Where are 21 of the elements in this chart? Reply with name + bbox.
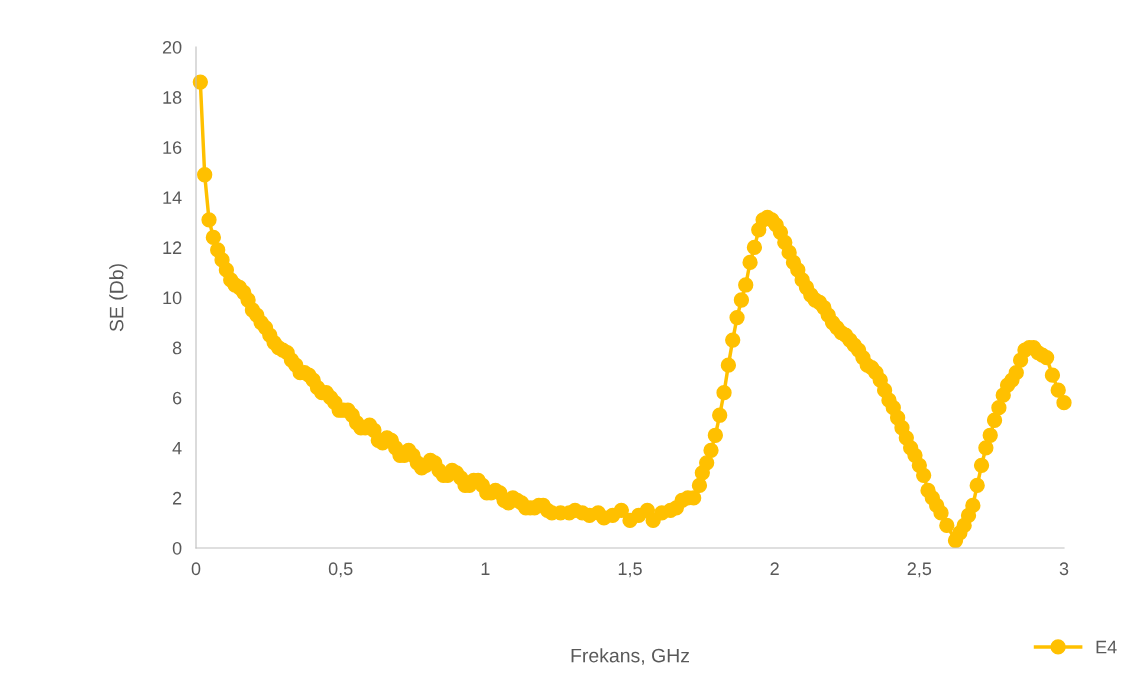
legend-label: E4 [1096,640,1117,654]
y-tick-label: 12 [163,241,182,254]
y-tick-label: 10 [163,291,182,305]
x-tick-label: 1,5 [618,562,642,578]
y-tick-label: 16 [163,141,182,154]
y-tick-label: 0 [172,541,182,555]
x-tick-label: 2,5 [907,562,932,578]
x-tick-label: 2 [770,562,779,575]
y-tick-label: 4 [172,441,182,455]
y-tick-label: 6 [172,391,182,405]
x-axis-title: Frekans, GHz [571,648,689,665]
y-tick-label: 8 [172,341,182,355]
y-tick-label: 18 [163,91,182,104]
y-tick-label: 20 [162,40,182,54]
y-axis-title: SE (Db) [109,264,128,332]
y-tick-label: 2 [172,491,182,505]
x-tick-label: 3 [1059,562,1069,576]
x-tick-label: 1 [481,562,490,575]
y-tick-label: 14 [163,191,182,204]
x-tick-label: 0,5 [328,562,353,578]
x-tick-label: 0 [191,562,201,576]
